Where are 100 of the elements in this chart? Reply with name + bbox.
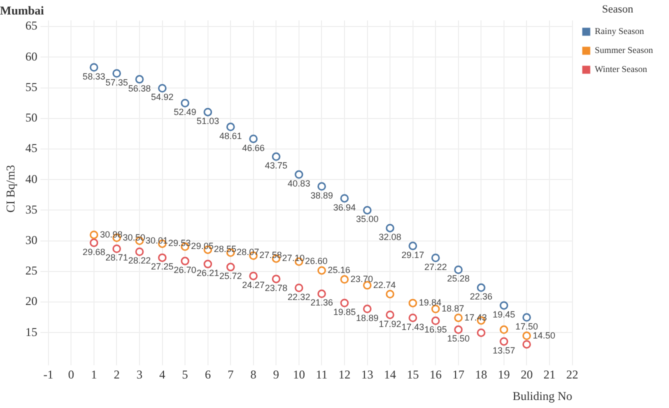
data-label: 25.72: [219, 271, 242, 282]
point: [90, 238, 98, 248]
data-label: 17.92: [378, 318, 402, 329]
data-label: 51.03: [196, 116, 220, 126]
x-tick-label: 12: [338, 368, 350, 382]
data-label: 48.61: [219, 130, 242, 141]
data-label: 17.43: [464, 312, 487, 322]
y-tick-label: 30: [25, 233, 38, 248]
data-label: 36.94: [333, 202, 356, 212]
x-tick-label: 3: [136, 368, 143, 382]
point: [408, 314, 418, 322]
legend-label: Summer Season: [594, 45, 654, 56]
x-tick-label: 0: [68, 368, 74, 382]
data-label: 29.05: [191, 241, 214, 252]
legend-label: Winter Season: [594, 64, 648, 74]
point: [500, 325, 508, 334]
data-label: 32.08: [378, 232, 402, 242]
data-label: 15.50: [447, 334, 470, 344]
x-tick-label: 11: [316, 368, 328, 382]
point: [500, 301, 508, 310]
data-label: 22.74: [373, 280, 396, 290]
x-tick-label: 6: [204, 368, 211, 382]
x-tick-label: 9: [273, 368, 280, 382]
data-label: 14.50: [532, 330, 556, 340]
y-tick-label: 40: [25, 172, 38, 186]
point: [226, 262, 235, 272]
legend-title: Season: [602, 3, 634, 16]
x-tick-label: 21: [543, 368, 556, 382]
point: [135, 75, 144, 84]
data-label: 22.32: [288, 292, 310, 302]
point: [522, 313, 531, 322]
data-label: 19.84: [418, 298, 442, 308]
point: [363, 206, 372, 214]
x-tick-label: -1: [43, 368, 54, 382]
point: [317, 290, 326, 298]
data-label: 54.92: [151, 92, 174, 102]
data-label: 22.36: [470, 292, 492, 302]
point: [476, 283, 486, 292]
data-label: 28.55: [214, 244, 236, 254]
x-tick-label: 14: [384, 368, 396, 382]
point: [317, 266, 326, 275]
x-tick-label: 17: [452, 368, 464, 382]
data-label: 27.10: [282, 253, 305, 264]
point: [386, 310, 394, 320]
data-label: 27.58: [259, 250, 282, 260]
x-tick-label: 10: [292, 368, 305, 382]
x-tick-label: 13: [361, 368, 374, 382]
chart-title: Mumbai: [0, 3, 45, 18]
point: [226, 122, 235, 132]
point: [363, 304, 372, 314]
data-label: 28.22: [128, 256, 151, 266]
y-tick-label: 15: [25, 324, 38, 339]
point: [249, 134, 258, 144]
data-label: 29.53: [168, 238, 191, 248]
point: [454, 325, 463, 334]
point: [408, 298, 418, 308]
point: [90, 63, 98, 72]
point: [112, 69, 121, 78]
data-label: 29.17: [402, 250, 424, 260]
point: [340, 194, 349, 203]
data-label: 21.36: [310, 298, 333, 308]
y-tick-label: 65: [25, 18, 38, 33]
data-label: 30.01: [146, 235, 168, 246]
data-label: 29.68: [82, 246, 106, 257]
x-tick-label: 20: [520, 368, 533, 382]
data-label: 24.27: [242, 280, 265, 290]
data-label: 35.00: [356, 214, 379, 224]
x-tick-label: 1: [90, 368, 97, 382]
data-label: 17.50: [515, 321, 538, 332]
data-label: 30.98: [100, 229, 122, 240]
data-label: 43.75: [264, 160, 288, 171]
point: [431, 316, 440, 326]
x-tick-label: 8: [250, 368, 256, 382]
point: [386, 290, 394, 298]
data-label: 23.70: [350, 274, 374, 284]
y-axis-title: CI Bq/m3: [3, 164, 18, 213]
y-tick-label: 35: [25, 202, 38, 216]
data-label: 30.50: [122, 232, 146, 242]
point: [272, 274, 280, 284]
point: [340, 275, 349, 284]
data-label: 18.89: [356, 312, 379, 323]
data-label: 27.22: [424, 262, 447, 272]
point: [454, 314, 463, 322]
point: [522, 340, 531, 349]
point: [272, 152, 280, 161]
point: [90, 230, 98, 240]
point: [180, 256, 190, 266]
data-label: 58.33: [82, 71, 106, 82]
point: [454, 266, 463, 274]
data-label: 26.21: [196, 268, 220, 278]
point: [476, 328, 486, 337]
data-label: 38.89: [310, 190, 333, 200]
data-label: 56.38: [128, 83, 151, 94]
data-label: 17.43: [402, 322, 424, 332]
point: [294, 284, 304, 292]
point: [294, 170, 304, 179]
data-label: 52.49: [174, 107, 196, 118]
point: [204, 108, 212, 116]
x-axis-title: Buliding No: [512, 388, 572, 403]
data-label: 46.66: [242, 142, 265, 153]
